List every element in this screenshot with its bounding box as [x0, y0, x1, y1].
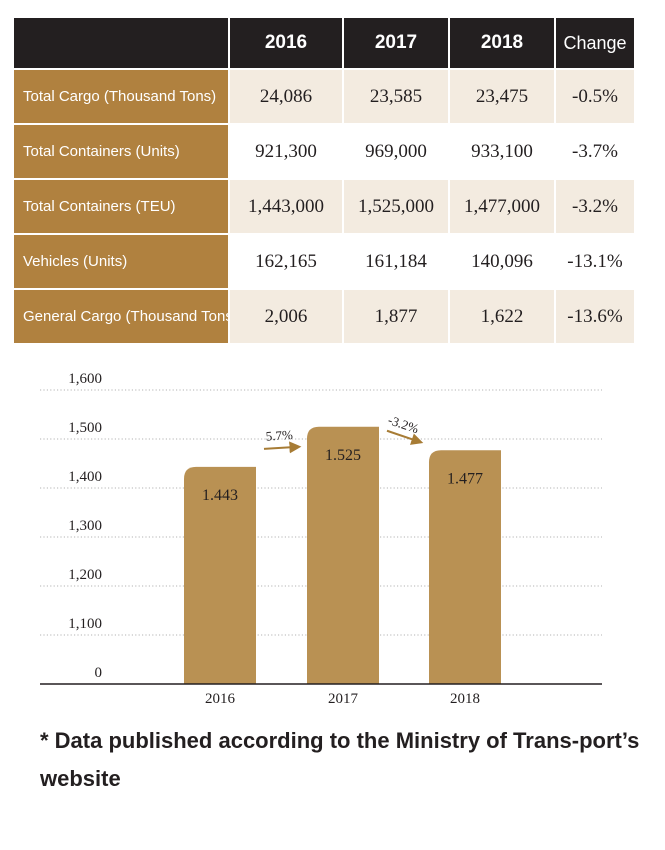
table-cell: 1,525,000	[342, 178, 448, 233]
table-cell: 2,006	[228, 288, 342, 343]
table-cell: 140,096	[448, 233, 554, 288]
table-cell: 161,184	[342, 233, 448, 288]
x-tick-label: 2018	[450, 691, 480, 705]
row-label: Total Containers (Units)	[14, 123, 228, 178]
y-tick-label: 1,600	[68, 371, 102, 387]
row-label: Vehicles (Units)	[14, 233, 228, 288]
bar-value-label: 1.525	[325, 447, 361, 464]
bar	[307, 426, 379, 684]
x-tick-label: 2016	[205, 691, 236, 705]
table-cell: -3.7%	[554, 123, 634, 178]
header-2018: 2018	[448, 18, 554, 68]
y-tick-label: 1,400	[68, 469, 102, 485]
table-cell: 1,877	[342, 288, 448, 343]
table-row: General Cargo (Thousand Tons) 2,006 1,87…	[14, 288, 634, 343]
table-row: Vehicles (Units) 162,165 161,184 140,096…	[14, 233, 634, 288]
table-cell: -13.1%	[554, 233, 634, 288]
table-cell: -13.6%	[554, 288, 634, 343]
y-tick-label: 1,300	[68, 518, 102, 534]
table-row: Total Cargo (Thousand Tons) 24,086 23,58…	[14, 68, 634, 123]
table-cell: 23,585	[342, 68, 448, 123]
row-label: General Cargo (Thousand Tons)	[14, 288, 228, 343]
change-arrow	[386, 429, 424, 445]
bar-value-label: 1.477	[447, 470, 483, 487]
header-change: Change	[554, 18, 634, 68]
table-cell: 1,443,000	[228, 178, 342, 233]
row-label: Total Cargo (Thousand Tons)	[14, 68, 228, 123]
table-cell: 1,477,000	[448, 178, 554, 233]
teu-bar-chart: 0 1,100 1,200 1,300 1,400 1,500 1,600 1.443 1.52…	[40, 371, 602, 705]
change-label: 5.7%	[265, 427, 293, 444]
change-arrow	[263, 441, 302, 454]
header-2016: 2016	[228, 18, 342, 68]
table-cell: -3.2%	[554, 178, 634, 233]
stats-table: 2016 2017 2018 Change Total Cargo (Thous…	[14, 18, 634, 343]
table-cell: 969,000	[342, 123, 448, 178]
table-header-row: 2016 2017 2018 Change	[14, 18, 634, 68]
table-cell: -0.5%	[554, 68, 634, 123]
header-2017: 2017	[342, 18, 448, 68]
y-tick-label: 1,500	[68, 420, 102, 436]
table-cell: 24,086	[228, 68, 342, 123]
row-label: Total Containers (TEU)	[14, 178, 228, 233]
y-tick-label: 1,100	[68, 616, 102, 632]
table-cell: 162,165	[228, 233, 342, 288]
table-row: Total Containers (Units) 921,300 969,000…	[14, 123, 634, 178]
table-cell: 1,622	[448, 288, 554, 343]
footnote: * Data published according to the Minist…	[40, 728, 640, 791]
table-cell: 921,300	[228, 123, 342, 178]
table-cell: 933,100	[448, 123, 554, 178]
bar-value-label: 1.443	[202, 487, 238, 504]
header-blank	[14, 18, 228, 68]
bar	[184, 466, 256, 684]
y-tick-label: 0	[95, 665, 103, 681]
table-cell: 23,475	[448, 68, 554, 123]
x-tick-label: 2017	[328, 691, 359, 705]
table-row: Total Containers (TEU) 1,443,000 1,525,0…	[14, 178, 634, 233]
bar	[429, 450, 501, 684]
y-tick-label: 1,200	[68, 567, 102, 583]
